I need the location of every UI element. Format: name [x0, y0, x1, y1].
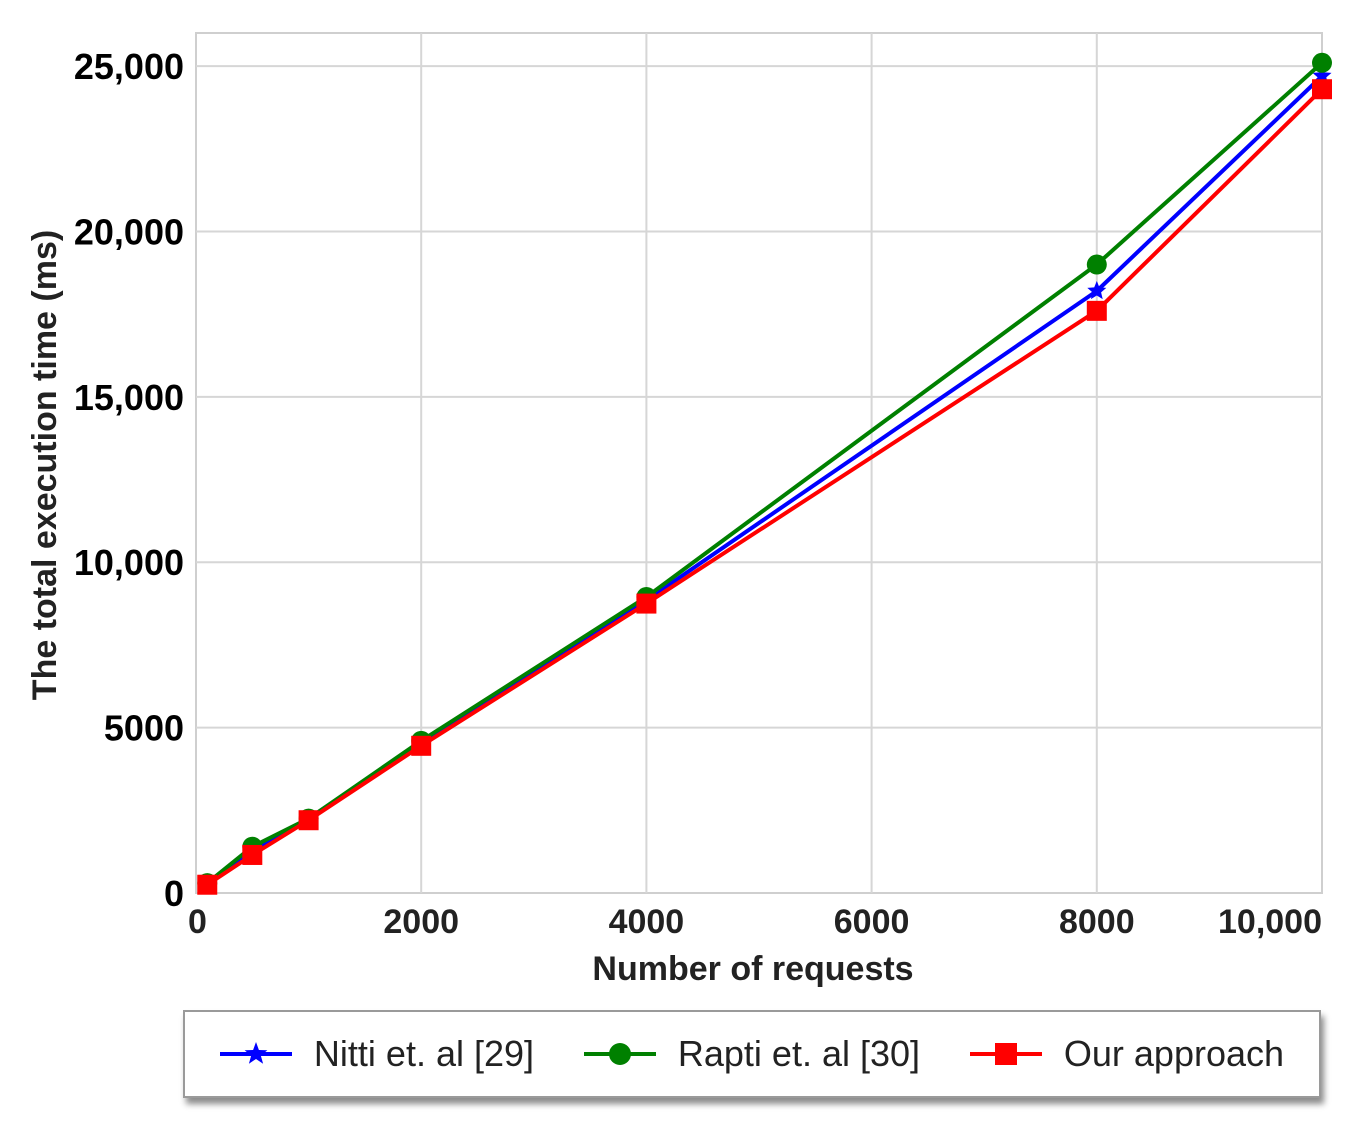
legend-label-our-approach: Our approach — [1063, 1033, 1285, 1074]
line-chart: 0 5000 10,000 15,000 20,000 25,000 0 2000 4000 6… — [26, 32, 1332, 988]
legend-label-nitti: Nitti et. al [29] — [313, 1033, 535, 1074]
y-tick-label: 20,000 — [74, 211, 184, 252]
grid-lines — [196, 33, 1322, 893]
legend-entry-nitti: Nitti et. al [29] — [219, 1033, 535, 1075]
legend-marker-star — [219, 1042, 292, 1064]
data-point — [411, 735, 432, 756]
series-group — [197, 52, 1332, 895]
legend: Nitti et. al [29] Rapti et. al [30] Our … — [183, 1010, 1321, 1098]
legend-marker-square — [969, 1043, 1042, 1065]
x-tick-label: 0 — [188, 903, 207, 941]
y-tick-label: 5000 — [104, 708, 184, 749]
x-tick-label: 2000 — [383, 903, 459, 941]
x-tick-label: 6000 — [834, 903, 910, 941]
data-point — [1086, 254, 1107, 275]
y-tick-label: 10,000 — [74, 542, 184, 583]
x-tick-labels: 0 2000 4000 6000 8000 10,000 — [188, 903, 1322, 941]
x-tick-label: 4000 — [609, 903, 685, 941]
x-tick-label: 8000 — [1059, 903, 1135, 941]
data-point — [1312, 79, 1332, 100]
series-2 — [197, 79, 1332, 895]
data-point — [197, 874, 218, 895]
legend-marker-circle — [583, 1043, 656, 1065]
y-tick-label: 15,000 — [74, 377, 184, 418]
y-tick-label: 25,000 — [74, 46, 184, 87]
star-icon — [244, 1042, 268, 1064]
y-tick-label: 0 — [164, 873, 184, 914]
x-tick-label: 10,000 — [1218, 903, 1322, 941]
data-point — [636, 593, 657, 614]
legend-entry-rapti: Rapti et. al [30] — [583, 1033, 921, 1075]
data-point — [1086, 300, 1107, 321]
data-point — [298, 810, 319, 831]
y-tick-labels: 0 5000 10,000 15,000 20,000 25,000 — [74, 46, 184, 914]
data-point — [1087, 281, 1107, 300]
legend-label-rapti: Rapti et. al [30] — [677, 1033, 921, 1074]
square-icon — [994, 1043, 1017, 1065]
plot-area — [195, 32, 1323, 894]
x-axis-title: Number of requests — [592, 950, 913, 988]
circle-icon — [608, 1043, 631, 1065]
legend-entry-our-approach: Our approach — [969, 1033, 1285, 1075]
data-point — [1312, 52, 1332, 73]
data-point — [242, 844, 263, 865]
y-axis-title: The total execution time (ms) — [26, 230, 64, 700]
